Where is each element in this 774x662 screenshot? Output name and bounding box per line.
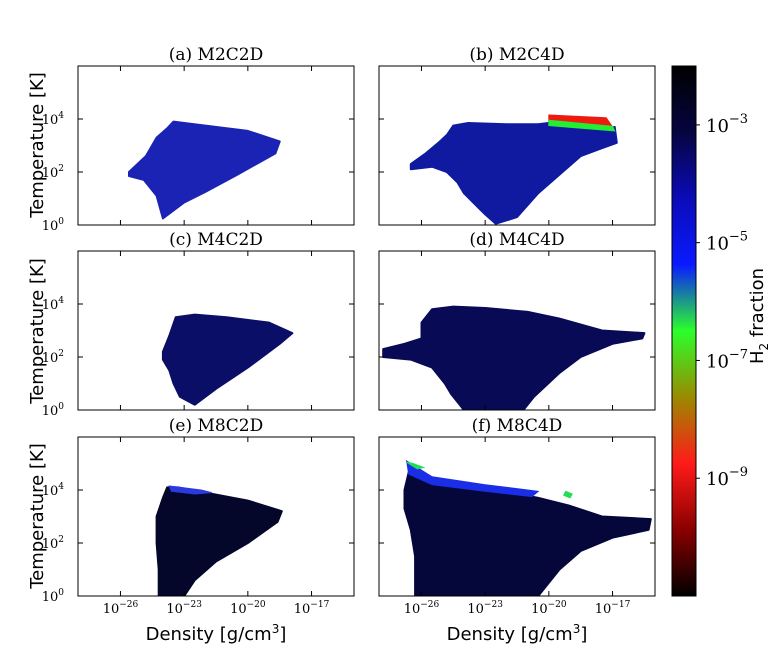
colorbar-tick-label: 10−5 [706,230,748,255]
panel-6: 10−26 10−23 10−20 10−17 (f) M8C4D [378,416,656,617]
green-flecks [406,461,426,470]
panel-title: (e) M8C2D [169,416,263,436]
y-tick-label: 100 [42,402,65,419]
distribution-region [155,486,283,596]
y-tick-label: 102 [42,164,64,181]
panel-4: (d) M4C4D [378,230,656,411]
panel-title: (b) M2C4D [469,45,564,65]
distribution-region [161,313,294,406]
panel-5: 10−26 10−23 10−20 10−17 100 102 104 (e) M8C2D [42,416,355,617]
colorbar: 10−3 10−5 10−7 10−9 H2 fraction [671,65,771,597]
x-tick-label: 10−17 [294,600,330,617]
x-tick-label: 10−26 [404,600,440,617]
y-tick-label: 100 [42,588,65,605]
x-axis-label-left: Density [g/cm3] [146,622,287,645]
y-tick-label: 100 [42,217,65,234]
panel-title: (c) M4C2D [169,230,263,250]
y-axis-label-middle: Temperature [K] [27,258,48,405]
y-tick-label: 104 [42,111,65,128]
panel-3: 100 102 104 (c) M4C2D [42,230,355,419]
panel-frame [378,436,656,597]
green-band [548,119,616,132]
y-tick-label: 104 [42,482,65,499]
y-axis-label-top: Temperature [K] [27,72,48,219]
x-tick-label: 10−20 [531,600,567,617]
panel-title: (d) M4C4D [469,230,564,250]
panel-title: (a) M2C2D [169,45,263,65]
colorbar-label: H2 fraction [747,268,771,364]
y-axis-label-bottom: Temperature [K] [27,443,48,590]
x-tick-label: 10−20 [230,600,266,617]
y-tick-label: 104 [42,296,65,313]
panel-1: 100 102 104 (a) M2C2D [42,45,355,234]
distribution-region [382,305,646,410]
colorbar-ticks: 10−3 10−5 10−7 10−9 [696,112,748,490]
colorbar-tick-label: 10−3 [706,112,748,137]
colorbar-tick-label: 10−7 [706,347,748,372]
panel-2: (b) M2C4D [378,45,656,226]
colorbar-tick-label: 10−9 [706,465,748,490]
colorbar-bar [671,65,697,597]
distribution-region [128,120,281,220]
panel-frame [77,436,355,597]
x-tick-label: 10−17 [595,600,631,617]
panel-frame [77,250,355,411]
x-tick-label: 10−23 [166,600,202,617]
blue-cap [168,485,212,495]
green-flecks-2 [563,490,573,499]
blue-ridge [405,459,540,498]
y-tick-label: 102 [42,349,64,366]
y-tick-label: 102 [42,535,64,552]
distribution-region [409,120,618,225]
x-axis-label-right: Density [g/cm3] [447,622,588,645]
panels-group: 100 102 104 (a) M2C2D (b) M2C4D 100 102 104 (c) … [42,45,656,617]
panel-frame [378,65,656,226]
x-tick-label: 10−26 [103,600,139,617]
panel-frame [378,250,656,411]
panel-frame [77,65,355,226]
x-tick-label: 10−23 [467,600,503,617]
panel-title: (f) M8C4D [472,416,563,436]
